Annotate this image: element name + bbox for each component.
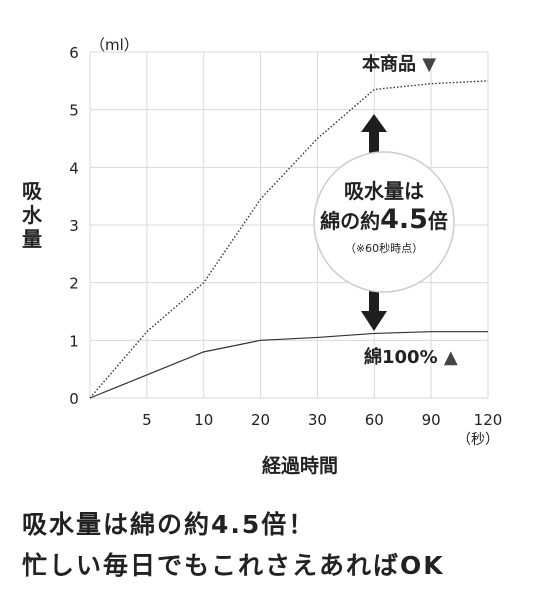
y-axis-ticks: 0 1 2 3 4 5 6 bbox=[69, 44, 79, 408]
x-tick-label: 20 bbox=[251, 411, 270, 429]
y-tick-label: 3 bbox=[69, 217, 79, 235]
svg-text:吸水量: 吸水量 bbox=[22, 179, 43, 251]
x-tick-label: 90 bbox=[422, 411, 441, 429]
annotation-note: （※60秒時点） bbox=[345, 241, 423, 255]
annotation-line2: 綿の約4.5倍 bbox=[320, 204, 448, 235]
y-tick-label: 4 bbox=[69, 159, 79, 177]
series-line-1 bbox=[89, 331, 488, 399]
svg-text:綿100% ▲: 綿100% ▲ bbox=[364, 346, 458, 368]
y-tick-label: 6 bbox=[69, 44, 79, 62]
x-axis-ticks: 5 10 20 30 60 90 120 bbox=[142, 411, 502, 429]
comparison-arrow bbox=[361, 114, 387, 331]
y-tick-label: 1 bbox=[69, 332, 79, 350]
x-tick-label: 60 bbox=[365, 411, 384, 429]
series-label-cotton: 綿100% ▲ bbox=[364, 346, 458, 368]
x-tick-label: 30 bbox=[308, 411, 327, 429]
annotation-circle bbox=[313, 151, 455, 293]
y-tick-label: 0 bbox=[69, 390, 79, 408]
y-axis-label: 吸水量 bbox=[22, 179, 43, 251]
caption-headline: 吸水量は綿の約4.5倍！ bbox=[22, 510, 316, 539]
y-tick-label: 2 bbox=[69, 275, 79, 293]
series-line-0 bbox=[89, 80, 489, 399]
x-axis-unit: （秒） bbox=[457, 432, 499, 448]
annotation-line1: 吸水量は bbox=[344, 179, 424, 203]
y-tick-label: 5 bbox=[69, 102, 79, 120]
x-tick-label: 120 bbox=[474, 411, 503, 429]
x-axis-label: 経過時間 bbox=[262, 454, 338, 477]
svg-text:本商品 ▼: 本商品 ▼ bbox=[362, 53, 436, 75]
series-lines bbox=[89, 80, 489, 399]
series-label-product: 本商品 ▼ bbox=[362, 53, 436, 75]
x-tick-label: 10 bbox=[194, 411, 213, 429]
caption-subline: 忙しい毎日でもこれさえあればOK bbox=[22, 551, 445, 580]
x-tick-label: 5 bbox=[142, 411, 152, 429]
y-axis-unit: （ml） bbox=[90, 36, 139, 54]
